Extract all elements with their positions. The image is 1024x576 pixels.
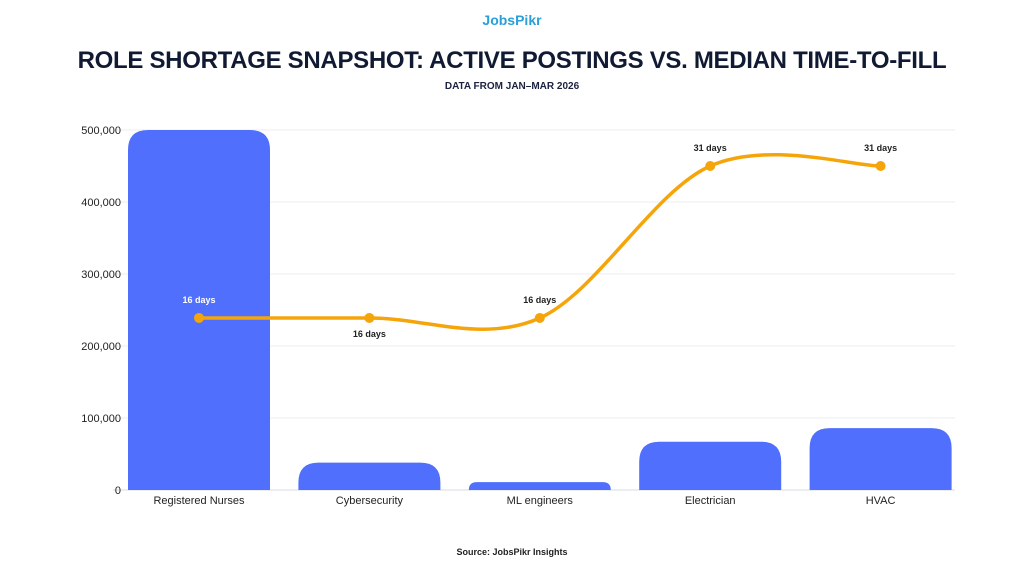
bar xyxy=(639,441,782,490)
jobspikr-logo: JobsPikr xyxy=(482,12,542,28)
line-point xyxy=(705,160,716,171)
data-label: 31 days xyxy=(864,143,897,153)
data-label: 16 days xyxy=(523,295,556,305)
line-point xyxy=(875,160,886,171)
y-tick-label: 300,000 xyxy=(81,269,121,281)
bar xyxy=(128,130,270,490)
x-tick-label: ML engineers xyxy=(507,495,574,507)
bar xyxy=(809,428,952,490)
data-label: 31 days xyxy=(694,143,727,153)
source-note: Source: JobsPikr Insights xyxy=(456,547,568,557)
y-tick-label: 400,000 xyxy=(81,197,121,209)
y-tick-label: 100,000 xyxy=(81,413,121,425)
line-point xyxy=(364,312,375,323)
data-label: 16 days xyxy=(182,295,215,305)
x-tick-label: HVAC xyxy=(866,495,896,507)
bar xyxy=(468,482,611,490)
x-tick-label: Cybersecurity xyxy=(336,495,404,507)
y-tick-label: 200,000 xyxy=(81,341,121,353)
line-point xyxy=(534,312,545,323)
line-point xyxy=(194,312,204,323)
x-tick-label: Electrician xyxy=(685,495,736,507)
bar xyxy=(298,462,441,490)
x-tick-label: Registered Nurses xyxy=(153,495,245,507)
y-tick-label: 0 xyxy=(115,485,121,497)
data-label: 16 days xyxy=(353,329,386,339)
chart-subtitle: DATA FROM JAN–MAR 2026 xyxy=(444,81,580,92)
chart-title: ROLE SHORTAGE SNAPSHOT: ACTIVE POSTINGS … xyxy=(77,47,947,74)
y-tick-label: 500,000 xyxy=(81,125,121,137)
